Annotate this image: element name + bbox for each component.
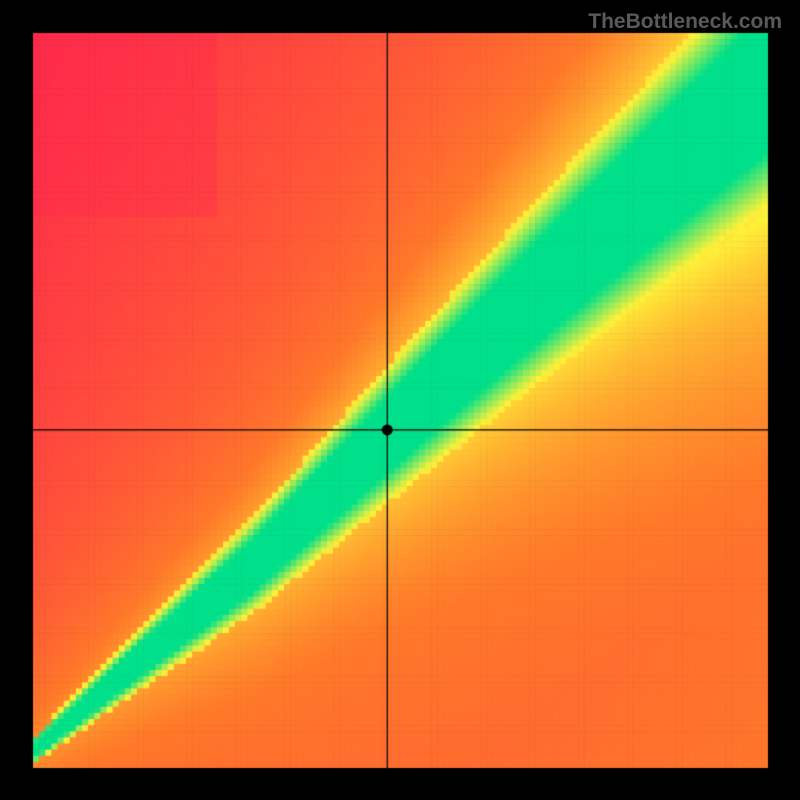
watermark-text: TheBottleneck.com: [588, 10, 782, 34]
chart-container: TheBottleneck.com: [0, 0, 800, 800]
heatmap-canvas: [0, 0, 800, 800]
